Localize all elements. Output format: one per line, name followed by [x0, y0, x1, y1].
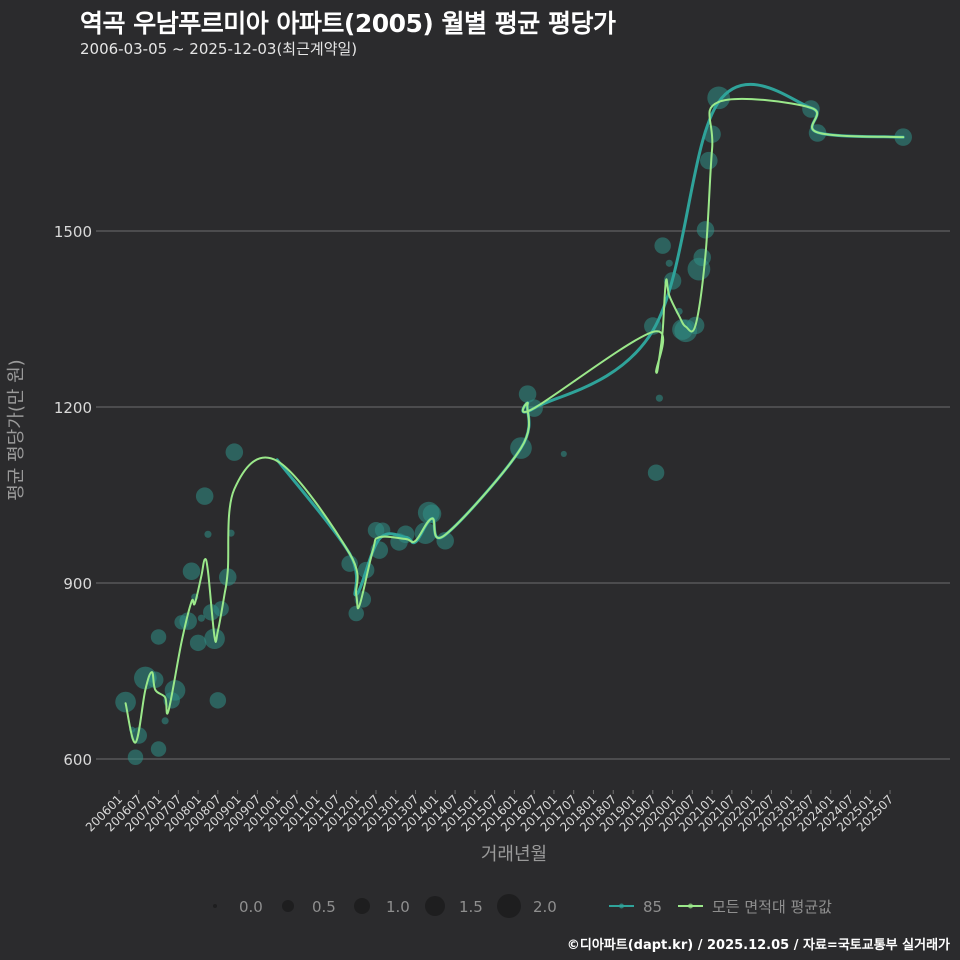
y-axis: 600 900 1200 1500	[54, 223, 100, 769]
data-bubble	[654, 237, 671, 254]
data-bubble	[700, 151, 718, 170]
legend-size-marker	[213, 904, 217, 908]
legend-size-marker	[497, 894, 521, 918]
data-bubble	[127, 749, 144, 765]
data-bubble	[189, 634, 207, 652]
legend-size-label: 0.5	[312, 898, 336, 916]
data-bubble	[693, 248, 711, 267]
legend-size-label: 1.0	[386, 898, 410, 916]
chart-subtitle: 2006-03-05 ~ 2025-12-03(최근계약일)	[80, 40, 358, 58]
data-bubble	[354, 591, 372, 608]
data-bubble	[204, 530, 212, 538]
source-caption: ©디아파트(dapt.kr) / 2025.12.05 / 자료=국토교통부 실…	[566, 938, 950, 953]
x-axis: 2006012006072007012007072008012008072009…	[83, 790, 896, 835]
data-bubble	[225, 443, 244, 461]
data-bubble	[150, 741, 167, 757]
y-tick-label: 600	[63, 751, 92, 769]
series-line-85	[275, 82, 905, 597]
y-tick-label: 1500	[54, 223, 92, 241]
bubble-layer	[115, 86, 912, 765]
data-bubble	[647, 464, 665, 481]
series-line-all-average	[124, 97, 905, 744]
data-bubble	[209, 692, 227, 709]
y-tick-label: 900	[63, 575, 92, 593]
data-bubble	[560, 450, 567, 457]
y-axis-title: 평균 평당가(만 원)	[6, 359, 27, 500]
legend-size-marker	[354, 898, 370, 914]
data-bubble	[150, 629, 167, 645]
data-bubble	[422, 504, 442, 524]
data-bubble	[348, 605, 364, 622]
data-bubble	[518, 385, 537, 403]
data-bubble	[665, 259, 673, 267]
x-axis-title: 거래년월	[481, 844, 547, 865]
data-bubble	[164, 680, 186, 701]
legend-line-label: 모든 면적대 평균값	[712, 898, 832, 916]
legend-line-label: 85	[643, 898, 662, 916]
data-bubble	[696, 221, 715, 239]
data-bubble	[182, 562, 201, 581]
y-tick-label: 1200	[54, 399, 92, 417]
data-bubble	[179, 612, 197, 630]
legend-size-label: 0.0	[239, 898, 263, 916]
data-bubble	[161, 717, 169, 725]
data-bubble	[195, 487, 214, 505]
data-bubble	[197, 614, 205, 622]
legend-size-marker	[425, 896, 445, 916]
line-layer	[124, 82, 905, 744]
legend-size-label: 2.0	[533, 898, 557, 916]
legend-size-marker	[282, 900, 294, 912]
data-bubble	[115, 691, 136, 713]
data-bubble	[707, 86, 731, 110]
legend: 0.0 0.5 1.0 1.5 2.0 85 모든 면적대 평균값	[213, 894, 832, 918]
legend-size-label: 1.5	[459, 898, 483, 916]
chart-title: 역곡 우남푸르미아 아파트(2005) 월별 평균 평당가	[80, 9, 616, 38]
gridlines	[100, 230, 950, 760]
data-bubble	[147, 671, 164, 689]
data-bubble	[655, 394, 663, 402]
